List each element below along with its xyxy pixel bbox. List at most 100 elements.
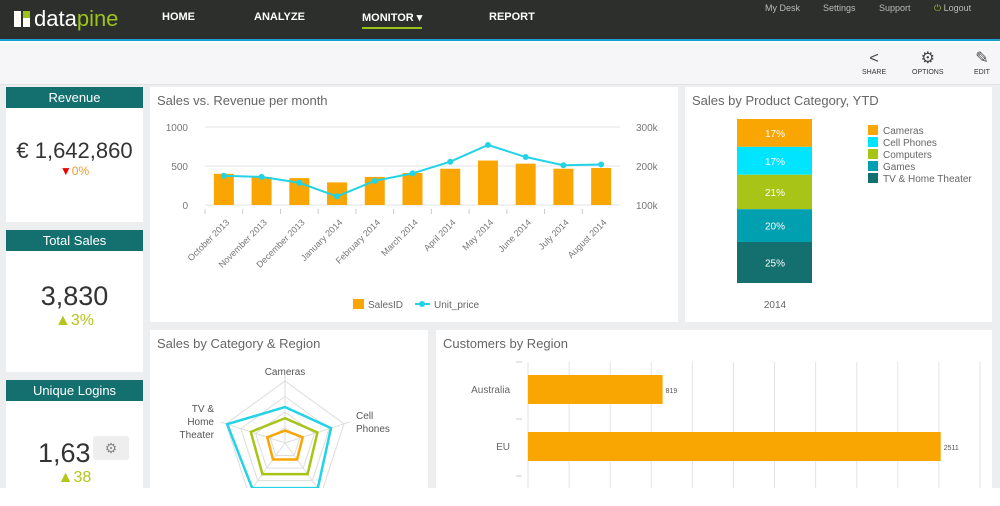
nav-home[interactable]: HOME [162, 11, 195, 23]
legend-label: SalesID [368, 300, 403, 311]
power-icon: ⏻ [934, 3, 942, 13]
nav-report[interactable]: REPORT [489, 11, 535, 23]
segment-label: 25% [765, 259, 785, 270]
edit-button[interactable]: ✎ EDIT [974, 49, 990, 76]
link-settings[interactable]: Settings [823, 3, 856, 13]
kpi-total-sales-title: Total Sales [6, 230, 143, 251]
gear-icon: ⚙ [920, 50, 935, 67]
legend-label: Unit_price [434, 300, 479, 311]
gear-icon: ⚙ [104, 440, 118, 456]
category-region-panel: Sales by Category & Region Cameras Cell Ph… [150, 330, 428, 488]
kpi-total-sales: 3,830 ▲3% [6, 251, 143, 372]
radar-axis [284, 442, 319, 488]
options-label: OPTIONS [912, 69, 944, 76]
x-tick-label: May 2014 [460, 217, 495, 252]
arrow-up-icon: ▲ [55, 312, 71, 329]
logout-label: Logout [943, 3, 972, 13]
bar [553, 168, 574, 205]
product-category-chart: 17% Cameras 17% Cell Phones 21% Computers 20% G… [737, 119, 972, 311]
radar-chart: Cameras Cell Phones TV & Home Theater [180, 367, 390, 488]
dashboard-toolbar: < SHARE ⚙ OPTIONS ✎ EDIT [0, 43, 1000, 85]
line-point [371, 177, 378, 184]
y-tick-right: 200k [636, 162, 659, 173]
share-label: SHARE [862, 69, 887, 76]
kpi-change-value: 3% [70, 312, 94, 329]
line-point [409, 170, 416, 177]
bar [402, 173, 423, 205]
y-tick-label: Australia [471, 385, 510, 396]
radar-series [249, 416, 319, 476]
stack-segment [737, 242, 812, 283]
bar [528, 432, 941, 461]
pencil-icon: ✎ [975, 50, 989, 67]
widget-settings-button[interactable]: ⚙ [93, 436, 129, 460]
share-button[interactable]: < SHARE [862, 49, 886, 76]
segment-label: 21% [765, 188, 785, 199]
legend-swatch-salesid [353, 299, 364, 309]
legend-swatch [868, 173, 878, 183]
radar-axis-label: Phones [356, 424, 390, 435]
stack-segment [737, 119, 812, 147]
legend-label: TV & Home Theater [883, 174, 972, 185]
bar [477, 160, 498, 205]
logo[interactable]: data pine [14, 6, 118, 32]
arrow-up-icon: ▲ [57, 469, 74, 486]
x-tick-label: August 2014 [566, 217, 609, 260]
legend-marker [419, 301, 425, 307]
segment-label: 17% [765, 129, 785, 140]
radar-axis-label: TV & [192, 404, 215, 415]
kpi-change-value: 0% [71, 164, 90, 178]
link-support[interactable]: Support [879, 3, 911, 13]
radar-grid [225, 380, 345, 488]
y-tick-left: 500 [171, 162, 188, 173]
y-tick-label: EU [496, 442, 510, 453]
kpi-value: 1,63 [38, 438, 91, 468]
legend-swatch [868, 149, 878, 159]
radar-axis-label: Theater [180, 430, 215, 441]
data-label: 819 [666, 388, 678, 395]
segment-label: 20% [765, 222, 785, 233]
logout-link[interactable]: ⏻ Logout [934, 3, 971, 14]
line-point [560, 162, 567, 169]
legend-label: Computers [883, 150, 932, 161]
arrow-down-icon: ▼ [59, 164, 72, 178]
chart-title: Customers by Region [443, 336, 568, 351]
y-tick-right: 100k [636, 201, 659, 212]
bar [515, 163, 536, 205]
edit-label: EDIT [974, 69, 990, 76]
y-tick-left: 0 [182, 201, 188, 212]
product-category-panel: Sales by Product Category, YTD 17% Camera… [685, 87, 992, 322]
stack-segment [737, 146, 812, 175]
line-point [258, 173, 265, 180]
bar [251, 176, 272, 205]
link-my-desk[interactable]: My Desk [765, 3, 801, 13]
bar [440, 168, 461, 205]
chart-title: Sales by Category & Region [157, 336, 321, 351]
line-point [598, 161, 605, 168]
legend-label: Cameras [883, 126, 924, 137]
share-icon: < [869, 50, 879, 67]
kpi-change: ▲3% [6, 312, 143, 330]
customers-bar-chart: 819 Australia 2511 EU [471, 361, 981, 488]
radar-axis-label: Cameras [265, 367, 306, 378]
kpi-value: 3,830 [40, 281, 109, 311]
radar-axis-label: Home [187, 417, 214, 428]
segment-label: 17% [765, 157, 785, 168]
kpi-change: ▲38 [6, 469, 143, 487]
legend-swatch [868, 161, 878, 171]
stack-segment [737, 174, 812, 210]
radar-axis-label: Cell [356, 411, 373, 422]
kpi-unique-logins-title: Unique Logins [6, 380, 143, 401]
bar [528, 375, 663, 404]
top-nav: data pine HOME ANALYZE MONITOR ▾ REPORT M… [0, 0, 1000, 41]
data-label: 2511 [944, 445, 959, 452]
nav-analyze[interactable]: ANALYZE [254, 11, 305, 23]
nav-monitor[interactable]: MONITOR ▾ [362, 11, 423, 29]
kpi-unique-logins: 1,63 ▲38 ⚙ [6, 401, 143, 488]
options-button[interactable]: ⚙ OPTIONS [912, 49, 944, 76]
radar-series [225, 405, 333, 488]
x-tick-label: June 2014 [496, 217, 533, 254]
legend-label: Cell Phones [883, 138, 937, 149]
logo-text-accent: pine [76, 6, 119, 31]
